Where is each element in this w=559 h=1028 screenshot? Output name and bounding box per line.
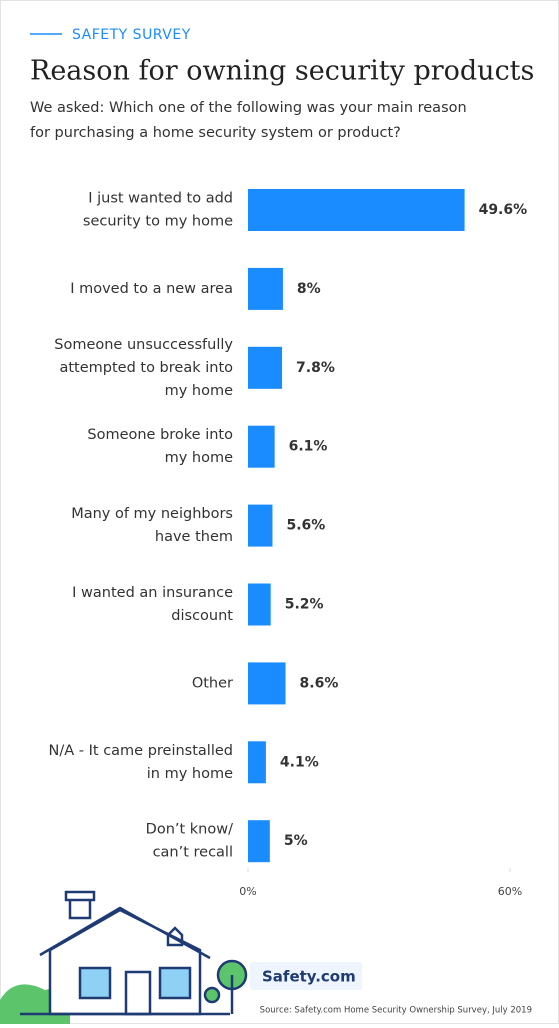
bar xyxy=(248,189,465,231)
bar xyxy=(248,425,275,468)
bar xyxy=(248,504,273,547)
subtitle: We asked: Which one of the following was… xyxy=(30,100,467,116)
category-label: Other xyxy=(192,675,233,691)
source: Source: Safety.com Home Security Ownersh… xyxy=(260,1006,532,1016)
value-label: 5% xyxy=(284,833,308,849)
value-label: 5.6% xyxy=(286,518,325,534)
category-label: I moved to a new area xyxy=(70,281,233,297)
bar xyxy=(248,583,271,626)
category-label: my home xyxy=(165,383,234,399)
category-label: can’t recall xyxy=(153,845,233,861)
house-illustration xyxy=(0,890,248,1024)
value-label: 7.8% xyxy=(296,360,335,376)
category-label: Someone broke into xyxy=(87,427,233,443)
category-label: N/A - It came preinstalled xyxy=(49,743,233,759)
logo: Safety.com xyxy=(262,968,356,986)
category-label: Don’t know/ xyxy=(146,822,233,838)
bar xyxy=(248,662,286,705)
x-tick-label: 0% xyxy=(239,885,256,898)
value-label: 8.6% xyxy=(300,675,339,691)
bar xyxy=(248,820,270,863)
category-label: I wanted an insurance xyxy=(72,585,233,601)
subtitle: for purchasing a home security system or… xyxy=(30,125,401,141)
category-label: discount xyxy=(171,608,233,624)
value-label: 49.6% xyxy=(479,202,528,218)
value-label: 5.2% xyxy=(285,597,324,613)
bar xyxy=(248,741,266,784)
category-label: have them xyxy=(155,529,233,545)
value-label: 4.1% xyxy=(280,754,319,770)
x-tick-label: 60% xyxy=(498,885,522,898)
category-label: Someone unsuccessfully xyxy=(54,337,233,353)
value-label: 6.1% xyxy=(289,439,328,455)
bar xyxy=(248,346,283,389)
category-label: in my home xyxy=(147,766,233,782)
bar xyxy=(248,267,283,310)
category-label: Many of my neighbors xyxy=(71,506,233,522)
category-label: I just wanted to add xyxy=(88,191,233,207)
kicker: SAFETY SURVEY xyxy=(72,27,191,43)
value-label: 8% xyxy=(297,281,321,297)
category-label: attempted to break into xyxy=(59,360,233,376)
category-label: security to my home xyxy=(83,214,233,230)
category-label: my home xyxy=(165,450,234,466)
logo-badge xyxy=(250,962,362,990)
chart-title: Reason for owning security products xyxy=(30,56,534,87)
